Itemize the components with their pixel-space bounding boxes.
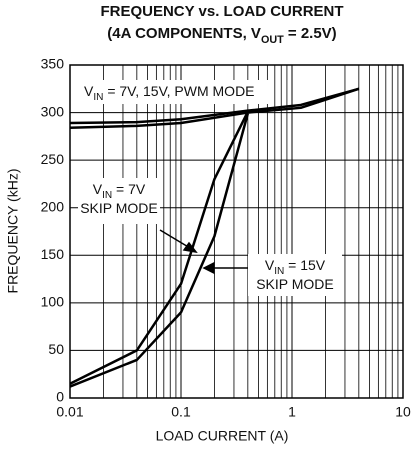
y-tick-label: 50 xyxy=(48,341,64,357)
annotation: VIN = 7V xyxy=(93,181,146,201)
text-run: OUT xyxy=(261,34,284,46)
arrows xyxy=(159,229,248,275)
annotation: VIN = 15V xyxy=(265,257,326,277)
line xyxy=(69,111,249,385)
grid xyxy=(69,64,404,399)
arrow-head xyxy=(182,241,198,254)
y-axis-label: FREQUENCY (kHz) xyxy=(5,169,21,294)
annotation-box xyxy=(78,178,160,224)
line xyxy=(69,87,360,130)
annotation-box xyxy=(78,80,270,104)
text-run: FREQUENCY vs. LOAD CURRENT xyxy=(100,3,343,20)
chart-title: (4A COMPONENTS, VOUT = 2.5V) xyxy=(107,25,336,46)
text-run: SKIP MODE xyxy=(80,200,158,216)
lines xyxy=(69,87,360,388)
y-tick-label: 150 xyxy=(41,246,65,262)
annotation: SKIP MODE xyxy=(80,200,158,216)
y-tick-label: 100 xyxy=(41,294,65,310)
x-axis-label: LOAD CURRENT (A) xyxy=(156,428,289,444)
text-run: V xyxy=(265,257,275,273)
y-tick-label: 200 xyxy=(41,198,65,214)
x-tick-label: 0.01 xyxy=(56,404,83,420)
text-run: (4A COMPONENTS, V xyxy=(107,25,261,42)
plot-frame xyxy=(69,64,404,399)
y-tick-label: 300 xyxy=(41,103,65,119)
text-run: IN xyxy=(274,266,284,277)
chart-title: FREQUENCY vs. LOAD CURRENT xyxy=(100,3,343,20)
x-tick-label: 10 xyxy=(395,404,411,420)
text-run: IN xyxy=(102,190,112,201)
x-tick-label: 0.1 xyxy=(171,404,191,420)
x-tick-label: 1 xyxy=(288,404,296,420)
arrow xyxy=(159,229,191,249)
annotation: VIN = 7V, 15V, PWM MODE xyxy=(84,83,255,103)
y-tick-label: 0 xyxy=(56,389,64,405)
text-run: SKIP MODE xyxy=(256,276,334,292)
y-tick-label: 250 xyxy=(41,151,65,167)
arrow-head xyxy=(202,261,215,275)
text-run: = 7V, 15V, PWM MODE xyxy=(103,83,254,99)
text-run: = 7V xyxy=(112,181,146,197)
text-run: V xyxy=(93,181,103,197)
text-run: IN xyxy=(93,92,103,103)
line xyxy=(69,113,250,388)
y-tick-label: 350 xyxy=(41,56,65,72)
annotation: SKIP MODE xyxy=(256,276,334,292)
text-run: V xyxy=(84,83,94,99)
text-run: = 15V xyxy=(284,257,326,273)
text-run: = 2.5V) xyxy=(284,25,337,42)
line xyxy=(69,87,360,125)
annotation-box xyxy=(248,254,342,296)
